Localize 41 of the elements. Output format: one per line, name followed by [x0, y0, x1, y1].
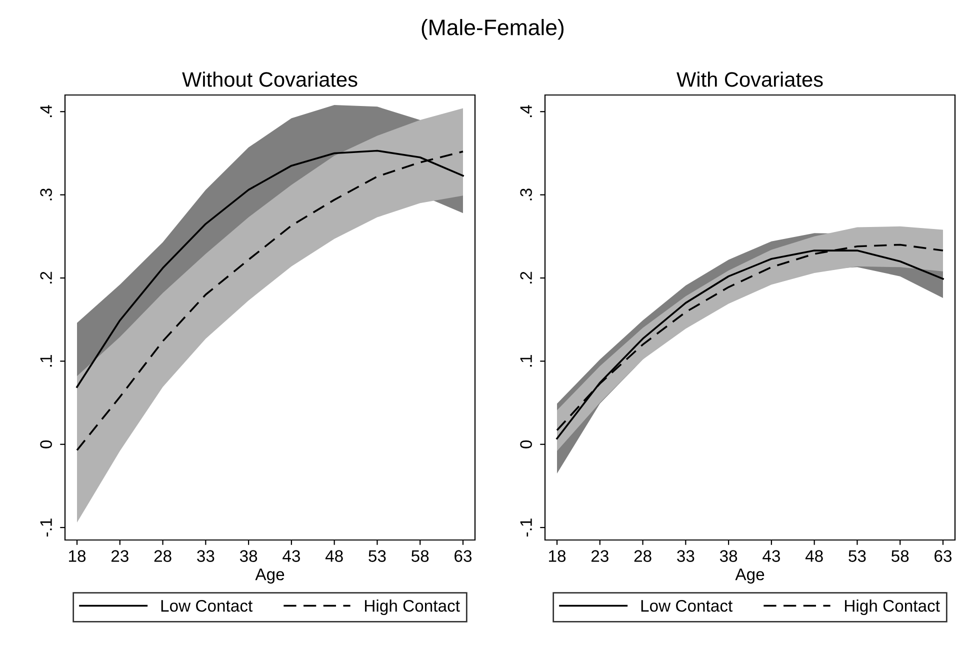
x-tick-label: 43 [282, 550, 300, 562]
x-tick-label: 58 [892, 550, 909, 562]
y-tick-label: .4 [40, 105, 52, 118]
x-tick-label: 53 [368, 550, 386, 562]
y-tick-label: -.1 [40, 518, 52, 537]
y-tick-label: .2 [520, 272, 532, 284]
legend-label: Low Contact [161, 600, 253, 612]
x-tick-label: 33 [677, 550, 694, 562]
x-tick-label: 38 [720, 550, 738, 562]
x-tick-label: 28 [634, 550, 652, 562]
text: (Male-Female) [422, 18, 564, 40]
x-tick-label: 33 [197, 550, 214, 562]
x-tick-label: 63 [454, 550, 472, 562]
y-tick-label: .1 [40, 355, 52, 367]
chart-title: Without Covariates [182, 72, 358, 87]
x-tick-label: 38 [240, 550, 258, 562]
y-tick-label: .2 [40, 272, 52, 284]
y-tick-label: 0 [520, 440, 532, 448]
y-tick-label: -.1 [520, 518, 532, 537]
x-tick-label: 58 [412, 550, 429, 562]
x-tick-label: 23 [591, 550, 608, 562]
x-tick-label: 18 [549, 550, 566, 562]
chart-title: With Covariates [676, 72, 823, 87]
x-tick-label: 48 [325, 550, 343, 562]
y-tick-label: .4 [520, 105, 532, 118]
x-tick-label: 43 [762, 550, 780, 562]
y-tick-label: .3 [40, 188, 52, 200]
x-axis-title: Age [255, 568, 284, 584]
x-tick-label: 18 [69, 550, 86, 562]
legend-label: High Contact [365, 600, 460, 616]
y-tick-label: .3 [520, 188, 532, 200]
x-tick-label: 53 [848, 550, 866, 562]
x-tick-label: 28 [154, 550, 172, 562]
x-axis-title: Age [735, 568, 764, 584]
x-tick-label: 23 [111, 550, 128, 562]
y-tick-label: .1 [520, 355, 532, 367]
y-tick-label: 0 [40, 440, 52, 448]
legend-label: Low Contact [641, 600, 733, 612]
x-tick-label: 48 [805, 550, 823, 562]
legend-label: High Contact [845, 600, 940, 616]
x-tick-label: 63 [934, 550, 952, 562]
